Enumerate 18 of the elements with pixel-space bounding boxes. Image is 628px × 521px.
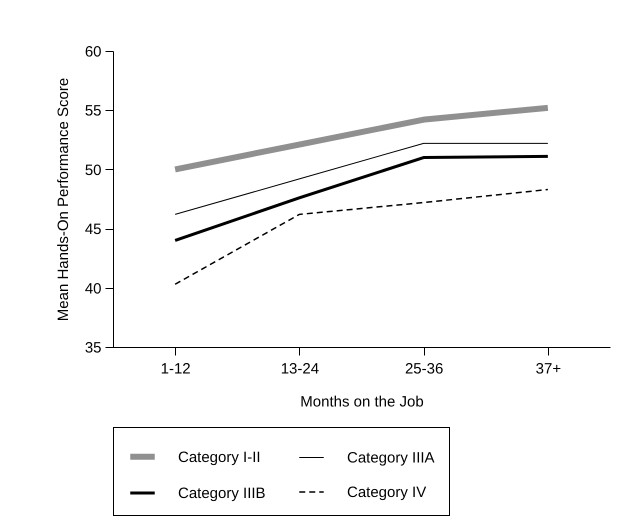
legend-label: Category I-II [178,448,261,466]
y-tick-label: 55 [84,102,102,120]
line-series [174,154,550,242]
x-tick-label: 25-36 [404,360,444,378]
x-tick-label: 37+ [536,360,562,378]
y-tick-label: 50 [84,162,102,179]
x-tick-label: 1-12 [160,360,191,378]
y-tick-label: 60 [84,44,102,60]
y-tick-label: 35 [84,340,102,356]
legend-label: Category IV [347,484,426,501]
legend-label: Category IIIA [347,450,435,466]
y-axis-title: Mean Hands-On Performance Score [54,78,72,322]
legend-label: Category IIIB [178,485,266,502]
x-tick-label: 13-24 [280,360,320,378]
x-axis-title: Months on the Job [300,394,424,410]
y-tick-label: 40 [84,280,102,298]
line-series [174,188,549,285]
y-tick-label: 45 [84,221,102,238]
